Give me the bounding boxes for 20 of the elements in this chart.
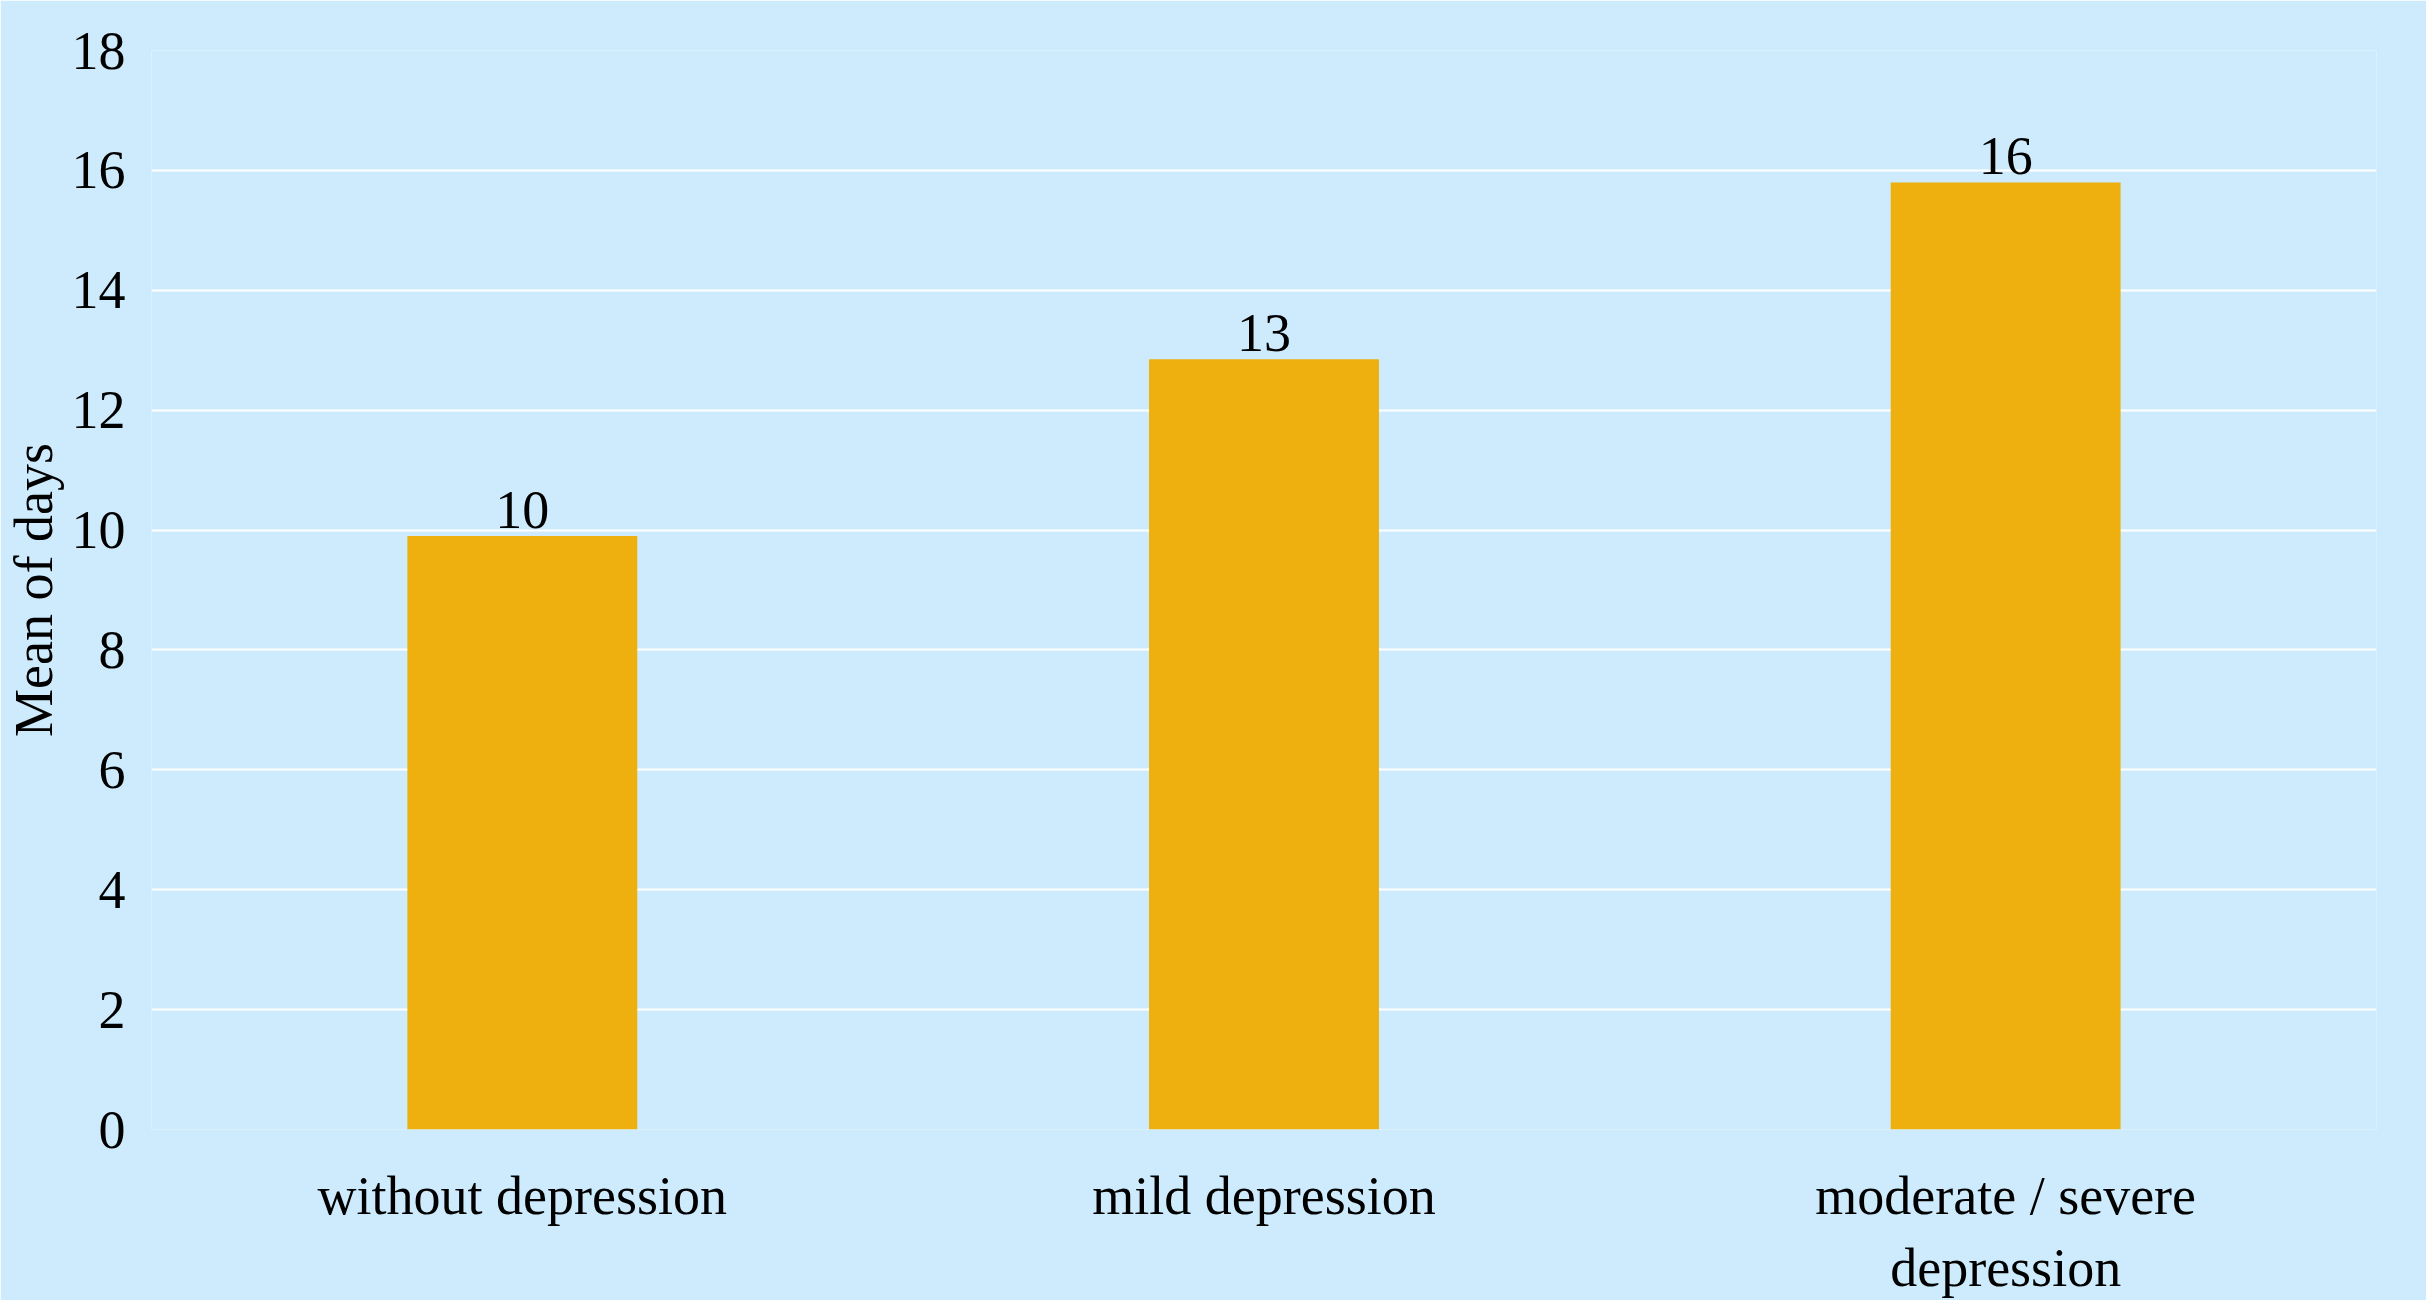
y-tick-label: 8 [98,619,126,680]
y-tick-label: 12 [71,380,126,441]
data-label: 13 [1237,303,1291,364]
y-tick-label: 6 [98,739,126,800]
bar [1890,182,2121,1130]
y-tick-label: 18 [71,20,126,81]
data-label: 16 [1978,126,2033,187]
y-tick-label: 4 [98,859,126,920]
bar [407,536,638,1130]
y-tick-label: 2 [98,979,126,1040]
bar [1149,359,1379,1130]
y-tick-label: 0 [98,1099,126,1160]
data-label: 10 [495,480,550,541]
y-tick-label: 10 [71,500,126,561]
y-axis-title: Mean of days [3,443,64,737]
x-tick-label: mild depression [1092,1165,1436,1226]
x-tick-label: without depression [317,1165,728,1226]
y-tick-label: 14 [71,260,126,321]
y-tick-label: 16 [71,140,126,201]
x-tick-label: moderate / severe depression [1815,1165,2197,1298]
